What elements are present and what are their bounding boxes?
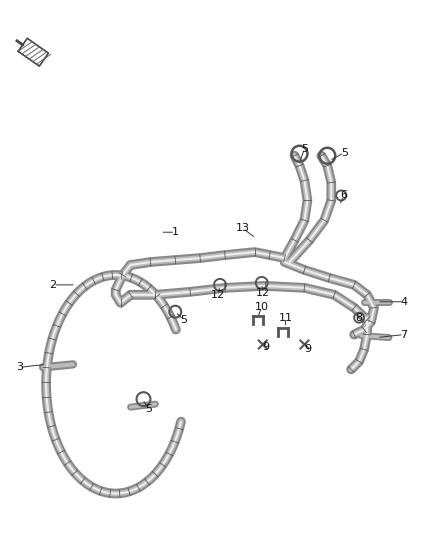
Text: 6: 6 <box>341 190 348 200</box>
Text: 9: 9 <box>304 344 311 354</box>
Text: 5: 5 <box>180 314 187 325</box>
Text: 3: 3 <box>16 362 23 373</box>
Text: 5: 5 <box>301 144 308 154</box>
Text: 11: 11 <box>279 313 293 322</box>
Text: 10: 10 <box>255 302 269 312</box>
Text: 4: 4 <box>400 297 407 307</box>
Text: 13: 13 <box>236 223 250 233</box>
Text: 5: 5 <box>145 404 152 414</box>
Text: 1: 1 <box>172 227 179 237</box>
Text: 8: 8 <box>356 313 363 322</box>
Text: 12: 12 <box>256 288 270 298</box>
Text: 7: 7 <box>400 329 407 340</box>
Text: 12: 12 <box>211 290 225 300</box>
Text: 9: 9 <box>262 343 269 352</box>
Text: 2: 2 <box>49 280 57 290</box>
Text: 5: 5 <box>341 148 348 158</box>
